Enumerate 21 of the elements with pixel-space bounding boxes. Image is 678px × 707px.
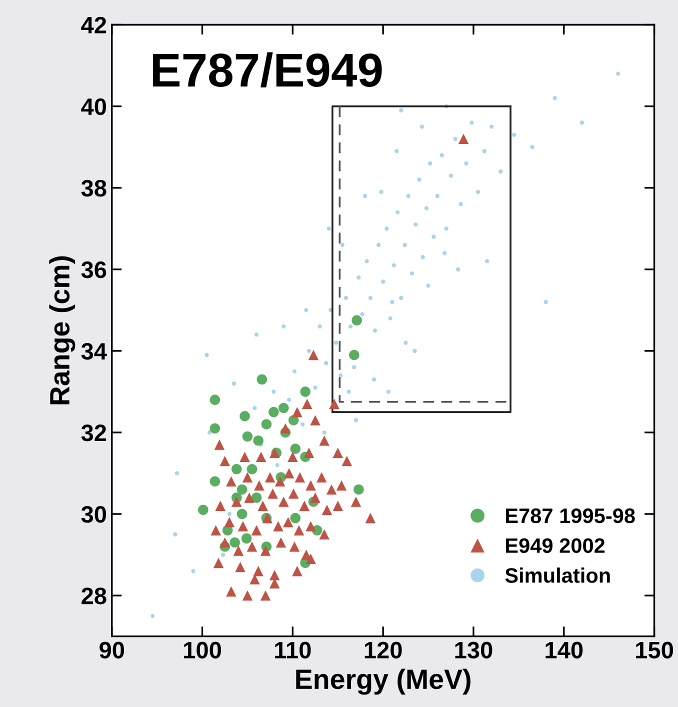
y-tick-label: 34 <box>81 342 107 360</box>
x-tick-label: 140 <box>546 642 583 659</box>
legend-label: E949 2002 <box>506 538 605 554</box>
y-tick-label: 42 <box>81 16 106 34</box>
x-tick-label: 90 <box>100 642 124 659</box>
legend-label: Simulation <box>505 568 610 583</box>
y-tick-label: 38 <box>81 180 106 197</box>
x-tick-label: 130 <box>455 642 492 659</box>
y-tick-label: 28 <box>82 588 106 604</box>
chart-title: E787/E949 <box>152 52 382 88</box>
y-tick-label: 36 <box>81 261 106 278</box>
y-axis-title: Range (cm) <box>49 256 76 404</box>
x-axis-title: Energy (MeV) <box>296 668 470 695</box>
x-tick-label: 150 <box>636 642 673 659</box>
y-tick-label: 40 <box>81 98 106 116</box>
legend-label: E787 1995-98 <box>506 508 635 524</box>
x-tick-label: 120 <box>364 642 402 659</box>
x-tick-label: 100 <box>184 642 221 659</box>
x-tick-label: 110 <box>275 642 311 659</box>
y-tick-label: 30 <box>81 506 106 523</box>
y-tick-label: 32 <box>81 424 106 442</box>
